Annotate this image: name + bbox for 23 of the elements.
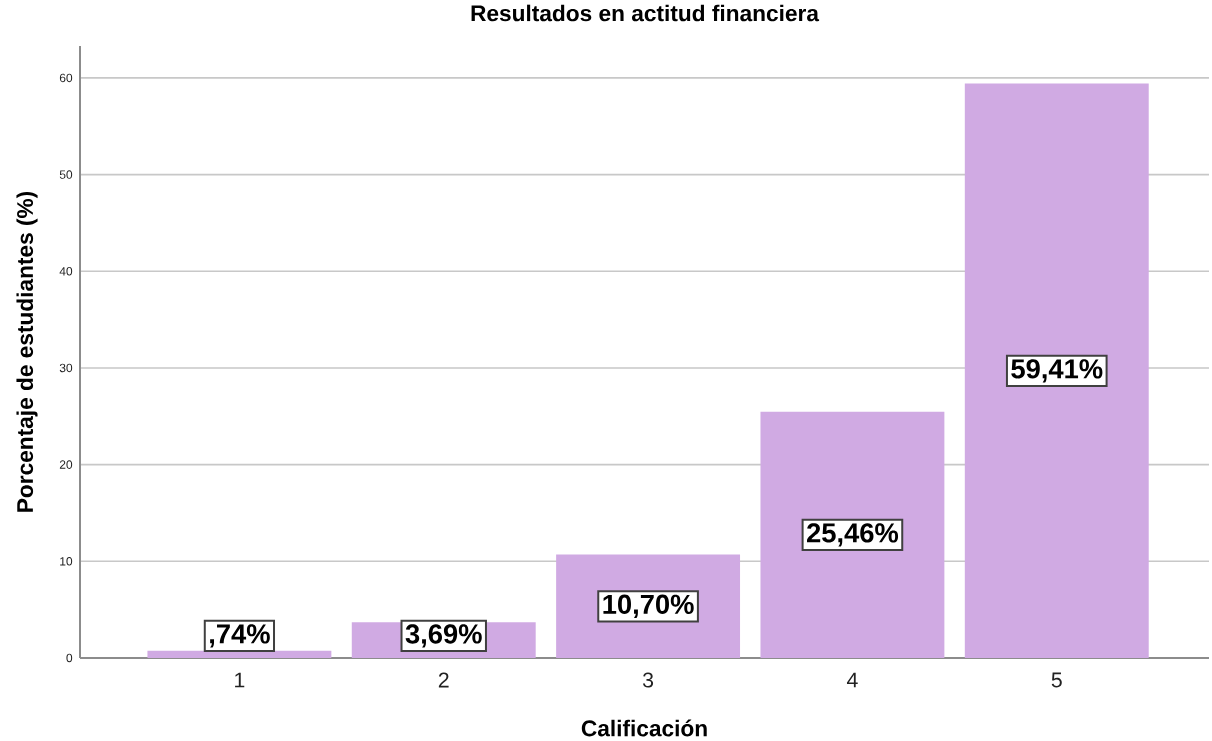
bar (147, 650, 332, 658)
x-tick-label: 2 (438, 672, 449, 688)
y-tick-label: 10 (60, 557, 73, 566)
y-axis-title: Porcentaje de estudiantes (%) (16, 191, 38, 512)
data-label: 3,69% (405, 624, 482, 648)
y-tick-label: 40 (59, 267, 73, 276)
y-tick-label: 20 (59, 460, 73, 469)
x-axis-title: Calificación (581, 719, 707, 737)
data-label: 25,46% (807, 523, 899, 547)
data-label: 59,41% (1011, 359, 1103, 383)
x-tick-label: 4 (846, 672, 858, 688)
bar (760, 411, 945, 658)
x-tick-label: 3 (642, 672, 654, 688)
x-tick-label: 1 (235, 672, 245, 688)
chart-title: Resultados en actitud financiera (471, 4, 820, 22)
y-tick-label: 0 (66, 653, 73, 663)
x-tick-label: 5 (1051, 672, 1062, 688)
y-tick-label: 50 (59, 170, 73, 179)
y-tick-label: 60 (59, 73, 73, 83)
data-label: ,74% (210, 624, 270, 648)
bar (964, 83, 1149, 658)
data-label: 10,70% (603, 594, 694, 618)
y-tick-label: 30 (59, 363, 73, 373)
